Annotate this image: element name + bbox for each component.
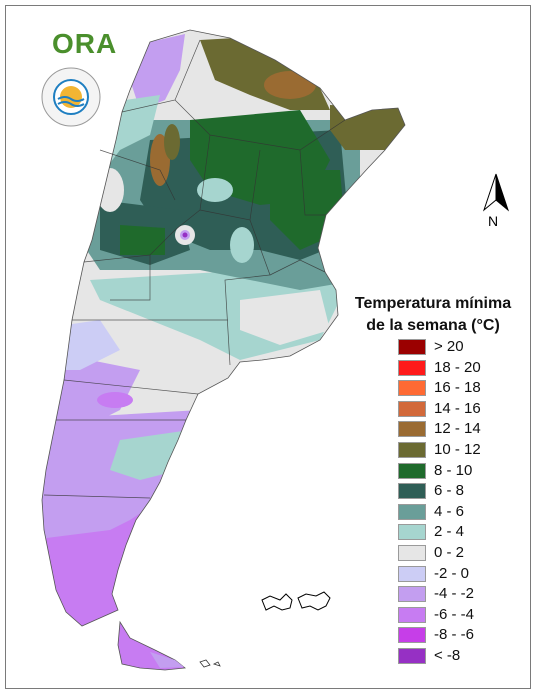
legend-label: 10 - 12 <box>434 440 481 458</box>
legend-label: 2 - 4 <box>434 523 465 541</box>
legend-swatch <box>398 503 426 520</box>
legend-label: 6 - 8 <box>434 482 465 500</box>
smn-seal-icon <box>41 67 101 127</box>
legend-swatch <box>398 565 426 582</box>
legend-label: 4 - 6 <box>434 502 465 520</box>
legend-swatch <box>398 627 426 644</box>
legend-label: 16 - 18 <box>434 379 481 397</box>
legend-label: 18 - 20 <box>434 358 481 376</box>
legend-label: 14 - 16 <box>434 399 481 417</box>
legend-swatch <box>398 524 426 541</box>
legend-label: > 20 <box>434 338 464 355</box>
legend-label: 12 - 14 <box>434 420 481 438</box>
legend-swatch <box>398 462 426 479</box>
legend-label: 8 - 10 <box>434 461 473 479</box>
legend-swatch <box>398 400 426 417</box>
legend-swatch <box>398 380 426 397</box>
legend-swatch <box>398 359 426 376</box>
legend-swatch <box>398 544 426 561</box>
legend-swatch <box>398 647 426 664</box>
legend-swatch <box>398 483 426 500</box>
legend-label: -8 - -6 <box>434 626 475 644</box>
legend-swatch <box>398 441 426 458</box>
legend-title: Temperatura mínima de la semana (°C) <box>354 295 512 334</box>
ora-logo-text: ORA <box>52 28 118 59</box>
legend-label: 0 - 2 <box>434 543 465 561</box>
legend-swatch <box>398 606 426 623</box>
legend-swatch <box>398 339 426 355</box>
legend-swatch <box>398 586 426 603</box>
legend-swatch <box>398 421 426 438</box>
north-label: N <box>488 213 499 229</box>
north-arrow-icon <box>482 173 510 212</box>
legend-label: -2 - 0 <box>434 564 470 582</box>
legend-label: < -8 <box>434 646 461 664</box>
legend-label: -4 - -2 <box>434 585 475 603</box>
legend-label: -6 - -4 <box>434 605 475 623</box>
